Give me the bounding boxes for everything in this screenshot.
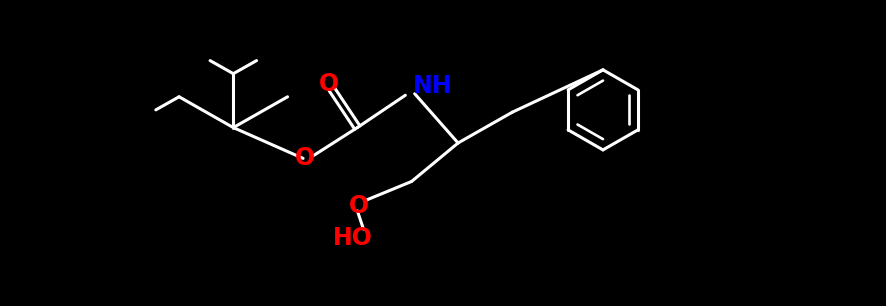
Text: HO: HO [332,226,372,250]
Text: O: O [318,73,338,96]
Text: NH: NH [413,74,452,98]
Text: O: O [348,194,369,218]
Text: O: O [294,146,315,170]
